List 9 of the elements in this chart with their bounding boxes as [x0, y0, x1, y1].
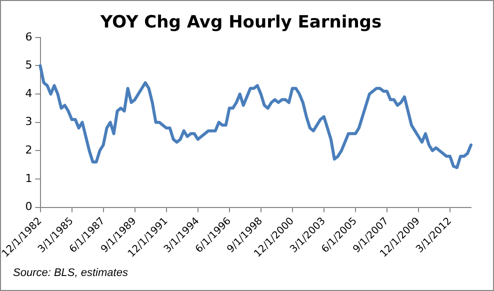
y-tick-label: 2 [25, 144, 32, 156]
y-tick-label: 3 [25, 115, 32, 128]
y-tick-label: 4 [25, 86, 32, 100]
y-tick-label: 1 [25, 172, 32, 185]
source-note: Source: BLS, estimates [13, 267, 128, 279]
chart-title: YOY Chg Avg Hourly Earnings [99, 12, 382, 33]
y-tick-label: 5 [25, 58, 32, 72]
y-tick-label: 0 [25, 200, 32, 214]
y-tick-label: 6 [25, 30, 32, 44]
